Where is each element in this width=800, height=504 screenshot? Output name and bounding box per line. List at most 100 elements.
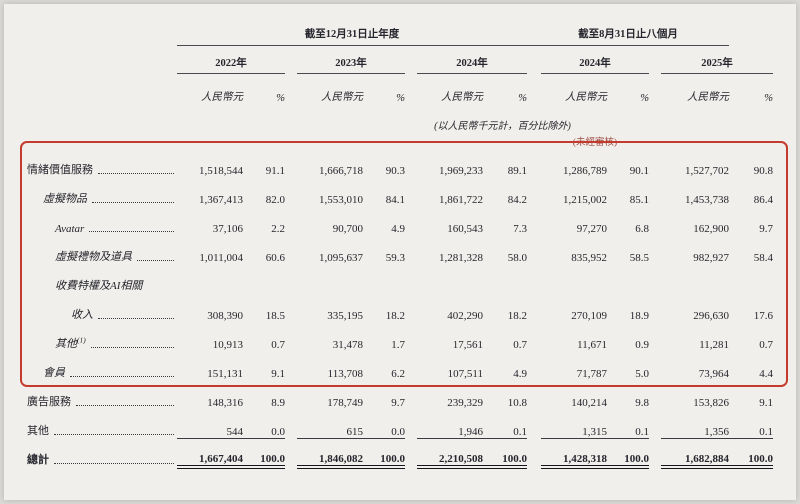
period-header-row: 截至12月31日止年度 截至8月31日止八個月 (27, 16, 773, 46)
percent-cell: 58.0 (507, 252, 527, 264)
year-header: 2025年 (660, 46, 774, 74)
value-cell: 31,478 (332, 339, 363, 351)
table-header: 截至12月31日止年度 截至8月31日止八個月 2022年 2023年 2024年 202… (27, 16, 774, 148)
row-label: 其他(1) (54, 335, 86, 350)
value-cell: 11,671 (577, 339, 607, 351)
percent-cell: 8.9 (271, 397, 285, 409)
percent-cell: 58.4 (753, 252, 774, 264)
value-cell: 140,214 (571, 397, 607, 409)
row-label-cell: 其他(1) (27, 322, 177, 351)
percent-cell: 0.7 (271, 339, 285, 351)
percent-cell: 4.9 (391, 223, 405, 235)
value-cell: 1,356 (660, 409, 730, 439)
percent-cell: 58.5 (629, 252, 649, 264)
row-label-cell: 收入 (27, 293, 177, 322)
percent-cell: 100.0 (729, 438, 774, 469)
year-header-label: 2023年 (296, 55, 405, 74)
percent-cell: 2.2 (271, 223, 285, 235)
value-cell: 1,367,413 (198, 194, 243, 206)
unit-header-row: 人民幣元% 人民幣元% 人民幣元% 人民幣元% 人民幣元% (27, 74, 773, 106)
value-cell: 1,518,544 (198, 165, 243, 177)
percent-cell: 84.2 (507, 194, 527, 206)
value-cell: 544 (176, 409, 243, 439)
table-row: 其他(1) 10,913 0.7 31,478 1.7 17,561 0.7 11,671 0.… (27, 322, 773, 351)
currency-unit-label: 人民幣元 (320, 92, 363, 103)
table-row: 總計 1,667,404 100.0 1,846,082 100.0 2,210,508 1… (26, 438, 774, 469)
value-cell: 1,527,702 (685, 165, 730, 177)
dot-leader (53, 463, 174, 464)
dot-leader (75, 405, 174, 406)
row-label: 收入 (70, 309, 93, 321)
currency-unit-label: 人民幣元 (440, 92, 483, 103)
value-cell: 1,666,718 (318, 165, 363, 177)
prospectus-page: 截至12月31日止年度 截至8月31日止八個月 2022年 2023年 2024年 202… (4, 4, 796, 500)
value-cell: 17,561 (452, 339, 483, 351)
percent-unit-label: % (518, 93, 527, 104)
row-label: 虛擬禮物及道具 (54, 251, 132, 263)
table-row: 情緒價值服務 1,518,544 91.1 1,666,718 90.3 1,969,23… (27, 148, 773, 177)
value-cell: 270,109 (571, 310, 607, 322)
percent-cell: 0.1 (482, 409, 527, 439)
percent-cell: 9.1 (759, 397, 774, 409)
year-header-label: 2025年 (660, 55, 774, 74)
period-header-label: 截至12月31日止年度 (176, 26, 527, 46)
value-cell: 153,826 (693, 397, 730, 409)
value-cell: 160,543 (447, 223, 483, 235)
unaudited-note: (未經審核) (572, 138, 618, 148)
percent-cell (607, 264, 649, 293)
dot-leader (89, 231, 174, 232)
percent-cell: 0.0 (362, 409, 405, 439)
table-body: 情緒價值服務 1,518,544 91.1 1,666,718 90.3 1,969,23… (26, 148, 774, 469)
percent-cell: 18.2 (385, 310, 405, 322)
table-row: Avatar 37,106 2.2 90,700 4.9 160,543 7.3 97,270… (27, 206, 773, 235)
units-note: (以人民幣千元計，百分比除外) (434, 121, 571, 132)
value-cell: 835,952 (571, 252, 607, 264)
percent-cell: 4.4 (759, 368, 774, 380)
dot-leader (53, 434, 174, 435)
year-header-label: 2024年 (416, 55, 527, 74)
value-cell: 90,700 (332, 223, 363, 235)
percent-cell: 1.7 (391, 339, 405, 351)
table-row: 其他 544 0.0 615 0.0 1,946 0.1 1,315 0.1 1,356 0.1 (27, 409, 774, 439)
value-cell: 1,281,328 (438, 252, 483, 264)
percent-cell (243, 264, 285, 293)
percent-cell: 59.3 (385, 252, 405, 264)
percent-cell: 60.6 (265, 252, 285, 264)
percent-cell (363, 264, 405, 293)
value-cell: 71,787 (576, 368, 607, 380)
percent-cell: 89.1 (507, 165, 527, 177)
value-cell: 1,286,789 (562, 165, 607, 177)
row-label-cell: 會員 (27, 351, 177, 380)
percent-cell: 0.7 (513, 339, 527, 351)
value-cell: 1,095,637 (318, 252, 363, 264)
units-note-row: (以人民幣千元計，百分比除外) (27, 106, 773, 132)
percent-cell: 7.3 (513, 223, 527, 235)
value-cell: 1,011,004 (199, 252, 243, 264)
percent-cell: 90.1 (629, 165, 649, 177)
percent-cell: 0.1 (606, 409, 649, 439)
period-header-label: 截至8月31日止八個月 (526, 26, 730, 46)
row-label: Avatar (54, 223, 85, 235)
unaudited-note-row: (未經審核) (27, 132, 773, 148)
value-cell: 11,281 (699, 339, 730, 351)
value-cell: 1,553,010 (318, 194, 363, 206)
row-label: 總計 (26, 454, 49, 466)
row-label-cell: 虛擬禮物及道具 (27, 235, 177, 264)
percent-cell (483, 264, 527, 293)
row-label-cell: 收費特權及AI相關 (27, 264, 177, 293)
percent-cell: 90.3 (385, 165, 405, 177)
percent-cell: 0.1 (729, 409, 774, 439)
value-cell: 113,708 (327, 368, 363, 380)
value-cell: 37,106 (212, 223, 243, 235)
year-header: 2022年 (176, 46, 285, 74)
row-label: 虛擬物品 (42, 193, 87, 205)
percent-cell: 100.0 (482, 438, 527, 469)
row-label-cell: 廣告服務 (27, 380, 177, 409)
value-cell: 162,900 (693, 223, 730, 235)
row-label: 收費特權及AI相關 (54, 280, 143, 292)
value-cell: 1,861,722 (438, 194, 483, 206)
value-cell: 10,913 (212, 339, 243, 351)
row-label-cell: 情緒價值服務 (27, 148, 177, 177)
percent-unit-label: % (640, 93, 649, 104)
percent-cell: 4.9 (513, 368, 527, 380)
